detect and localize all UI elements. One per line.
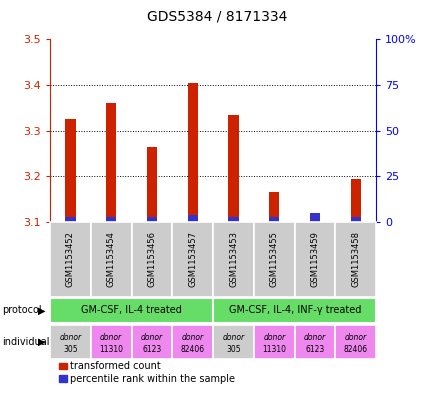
Bar — [147, 147, 157, 222]
Text: GSM1153454: GSM1153454 — [106, 231, 115, 287]
Bar — [91, 325, 131, 358]
Legend: transformed count, percentile rank within the sample: transformed count, percentile rank withi… — [55, 358, 239, 388]
Bar — [106, 103, 116, 222]
Bar — [106, 217, 116, 222]
Bar — [213, 222, 253, 297]
Bar — [147, 217, 157, 222]
Bar — [253, 222, 294, 297]
Text: donor: donor — [303, 333, 326, 342]
Bar — [65, 119, 76, 222]
Text: 11310: 11310 — [99, 345, 123, 354]
Text: GM-CSF, IL-4, INF-γ treated: GM-CSF, IL-4, INF-γ treated — [228, 305, 360, 316]
Bar — [187, 215, 197, 222]
Text: donor: donor — [344, 333, 366, 342]
Text: ▶: ▶ — [37, 337, 45, 347]
Bar — [131, 325, 172, 358]
Text: GDS5384 / 8171334: GDS5384 / 8171334 — [147, 10, 287, 24]
Text: GSM1153456: GSM1153456 — [147, 231, 156, 287]
Text: GSM1153455: GSM1153455 — [269, 231, 278, 287]
Text: 6123: 6123 — [142, 345, 161, 354]
Bar — [253, 325, 294, 358]
Bar — [131, 222, 172, 297]
Bar — [91, 222, 131, 297]
Text: donor: donor — [263, 333, 285, 342]
Text: donor: donor — [181, 333, 204, 342]
Bar — [335, 325, 375, 358]
Bar — [50, 298, 213, 323]
Text: ▶: ▶ — [37, 305, 45, 316]
Bar — [335, 222, 375, 297]
Text: 305: 305 — [226, 345, 240, 354]
Text: donor: donor — [59, 333, 81, 342]
Text: 82406: 82406 — [343, 345, 367, 354]
Text: GSM1153452: GSM1153452 — [66, 231, 75, 287]
Bar — [65, 217, 76, 222]
Bar — [294, 325, 335, 358]
Text: GSM1153458: GSM1153458 — [351, 231, 359, 287]
Text: 82406: 82406 — [180, 345, 204, 354]
Text: GSM1153459: GSM1153459 — [310, 231, 319, 287]
Text: donor: donor — [141, 333, 163, 342]
Bar — [294, 222, 335, 297]
Bar — [350, 179, 360, 222]
Bar — [228, 115, 238, 222]
Bar — [309, 213, 319, 222]
Text: donor: donor — [222, 333, 244, 342]
Text: individual: individual — [2, 337, 49, 347]
Bar — [350, 217, 360, 222]
Text: protocol: protocol — [2, 305, 42, 316]
Bar — [213, 298, 375, 323]
Bar — [50, 222, 91, 297]
Bar — [172, 325, 213, 358]
Bar — [213, 325, 253, 358]
Text: GSM1153453: GSM1153453 — [229, 231, 237, 287]
Text: 11310: 11310 — [262, 345, 286, 354]
Bar — [187, 83, 197, 222]
Text: GM-CSF, IL-4 treated: GM-CSF, IL-4 treated — [81, 305, 181, 316]
Text: 305: 305 — [63, 345, 78, 354]
Text: GSM1153457: GSM1153457 — [188, 231, 197, 287]
Text: 6123: 6123 — [305, 345, 324, 354]
Bar — [269, 192, 279, 222]
Text: donor: donor — [100, 333, 122, 342]
Bar — [50, 325, 91, 358]
Bar — [172, 222, 213, 297]
Bar — [228, 217, 238, 222]
Bar — [269, 217, 279, 222]
